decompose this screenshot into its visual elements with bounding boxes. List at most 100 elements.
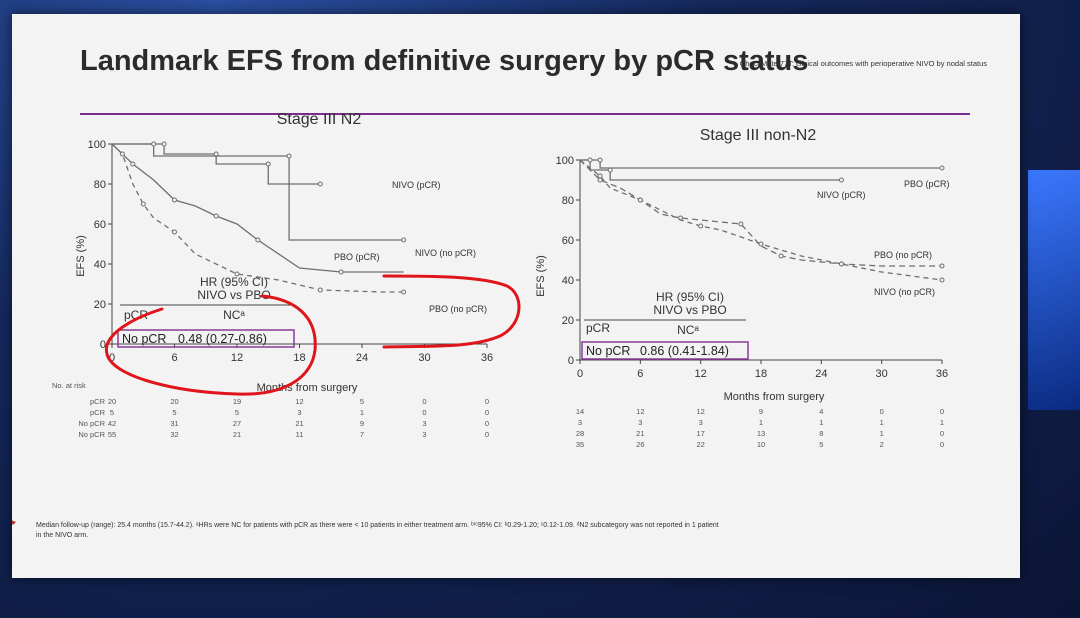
panel2-hr-pcr-label: pCR — [586, 321, 610, 335]
p2-ytick-label: 100 — [556, 155, 574, 167]
p2-censor-mark — [758, 241, 764, 247]
p2-xtick-label: 24 — [815, 368, 827, 380]
label-pbo-no-pcr: PBO (no pCR) — [429, 304, 487, 314]
p2-xtick-label: 30 — [876, 368, 888, 380]
p1-risk-value: 12 — [295, 397, 303, 406]
p1-censor-mark — [265, 161, 271, 167]
p2-risk-value: 26 — [636, 440, 644, 449]
panel1-axes: 0 20 40 60 80 100 0 6 12 18 24 30 36 — [88, 139, 493, 364]
panel2-hr-nopcr-label: No pCR — [586, 344, 630, 358]
p1-censor-mark — [401, 289, 407, 295]
p1-risk-value: 0 — [485, 408, 489, 417]
p2-risk-value: 17 — [696, 429, 704, 438]
p2-censor-mark — [939, 277, 945, 283]
panel2-hr-box — [581, 341, 749, 360]
p2-risk-value: 21 — [636, 429, 644, 438]
p1-censor-mark — [140, 201, 146, 207]
red-circle-annotation — [104, 294, 317, 396]
p1-risk-value: 1 — [360, 408, 364, 417]
p1-risk-value: 11 — [296, 430, 304, 439]
p1-risk-value: 9 — [360, 419, 364, 428]
p2-risk-value: 35 — [576, 440, 584, 449]
label-pbo-pcr: PBO (pCR) — [334, 252, 380, 262]
slide: CheckMate 77T: clinical outcomes with pe… — [12, 14, 1020, 578]
panel1-title: Stage III N2 — [277, 111, 362, 128]
panel2-xlabel: Months from surgery — [724, 391, 825, 403]
header-note: CheckMate 77T: clinical outcomes with pe… — [740, 59, 987, 68]
p1-series-pbo-no-pcr — [111, 143, 404, 293]
p1-ytick-label: 0 — [100, 339, 106, 351]
p2-risk-value: 1 — [940, 418, 944, 427]
p2-risk-value: 1 — [759, 418, 763, 427]
panel2-risk-values: 14 12 12 9 4 0 03 3 3 1 1 1 128 21 17 13 8 1 035 26 22 10 5 2 0 — [576, 407, 944, 449]
p1-censor-mark — [119, 151, 125, 157]
panel2-ylabel: EFS (%) — [535, 255, 547, 297]
p2-risk-value: 12 — [636, 407, 644, 416]
p2-risk-value: 8 — [819, 429, 823, 438]
panel2-title: Stage III non-N2 — [700, 127, 817, 144]
risk-table-header: No. at risk — [52, 381, 86, 390]
p1-risk-value: 31 — [170, 419, 178, 428]
panel1-ylabel: EFS (%) — [75, 235, 87, 277]
p2-risk-value: 14 — [576, 407, 584, 416]
p2-series-pbo-pcr — [580, 159, 942, 169]
p1-risk-value: 3 — [297, 408, 301, 417]
p2-censor-mark — [597, 157, 603, 163]
risk-row3-label: No pCR — [78, 419, 105, 428]
p1-censor-mark — [317, 181, 323, 187]
p1-risk-value: 21 — [295, 419, 303, 428]
p1-ytick-label: 100 — [88, 139, 106, 151]
p2-risk-value: 5 — [819, 440, 823, 449]
p1-risk-value: 5 — [110, 408, 114, 417]
p1-censor-mark — [172, 197, 177, 203]
p1-risk-value: 20 — [170, 397, 178, 406]
p2-risk-value: 9 — [759, 407, 763, 416]
p2-risk-value: 28 — [576, 429, 584, 438]
label2-pbo-no-pcr: PBO (no pCR) — [874, 250, 932, 260]
p2-xtick-label: 0 — [577, 368, 583, 380]
p1-risk-value: 3 — [422, 419, 426, 428]
p2-risk-value: 10 — [757, 440, 765, 449]
p1-risk-value: 5 — [172, 408, 176, 417]
p2-risk-value: 12 — [696, 407, 704, 416]
p1-risk-value: 32 — [170, 430, 178, 439]
p2-censor-mark — [838, 261, 844, 267]
p2-xtick-label: 6 — [637, 368, 643, 380]
p2-risk-value: 3 — [578, 418, 582, 427]
p1-xtick-label: 0 — [109, 352, 115, 364]
p1-censor-mark — [213, 213, 219, 219]
p2-censor-mark — [778, 253, 784, 259]
p1-censor-mark — [286, 153, 292, 159]
p1-censor-mark — [317, 287, 323, 293]
panel-stage-iii-n2: Stage III N2 EFS (%) Months from surgery… — [52, 111, 493, 439]
p2-ytick-label: 40 — [562, 275, 574, 287]
p2-risk-value: 22 — [696, 440, 704, 449]
p2-risk-value: 3 — [699, 418, 703, 427]
p1-risk-value: 20 — [108, 397, 116, 406]
p1-ytick-label: 20 — [94, 299, 106, 311]
risk-row2-label: pCR — [90, 408, 106, 417]
p2-risk-value: 1 — [880, 429, 884, 438]
p2-risk-value: 0 — [880, 407, 884, 416]
panel2-hr-header: HR (95% CI) — [656, 290, 724, 304]
p2-series-nivo-pcr — [580, 159, 842, 181]
stage-light-panel — [1028, 170, 1080, 410]
label-nivo-no-pcr: NIVO (no pCR) — [415, 248, 476, 258]
p1-xtick-label: 36 — [481, 352, 493, 364]
p2-series-nivo-no-pcr — [579, 159, 943, 281]
p1-censor-mark — [151, 141, 157, 147]
red-bracket-annotation — [382, 274, 521, 349]
p2-censor-mark — [637, 197, 643, 203]
p1-risk-value: 5 — [235, 408, 239, 417]
panel1-hr-pcr-label: pCR — [124, 308, 148, 322]
p2-ytick-label: 80 — [562, 195, 574, 207]
p2-censor-mark — [698, 223, 704, 229]
p1-risk-value: 19 — [233, 397, 241, 406]
p2-censor-mark — [939, 263, 945, 269]
label-nivo-pcr: NIVO (pCR) — [392, 180, 441, 190]
panel1-xlabel: Months from surgery — [257, 382, 358, 394]
p2-risk-value: 0 — [940, 440, 944, 449]
panel-stage-iii-non-n2: Stage III non-N2 EFS (%) Months from sur… — [535, 127, 950, 449]
p1-xtick-label: 12 — [231, 352, 243, 364]
p2-censor-mark — [597, 173, 603, 179]
